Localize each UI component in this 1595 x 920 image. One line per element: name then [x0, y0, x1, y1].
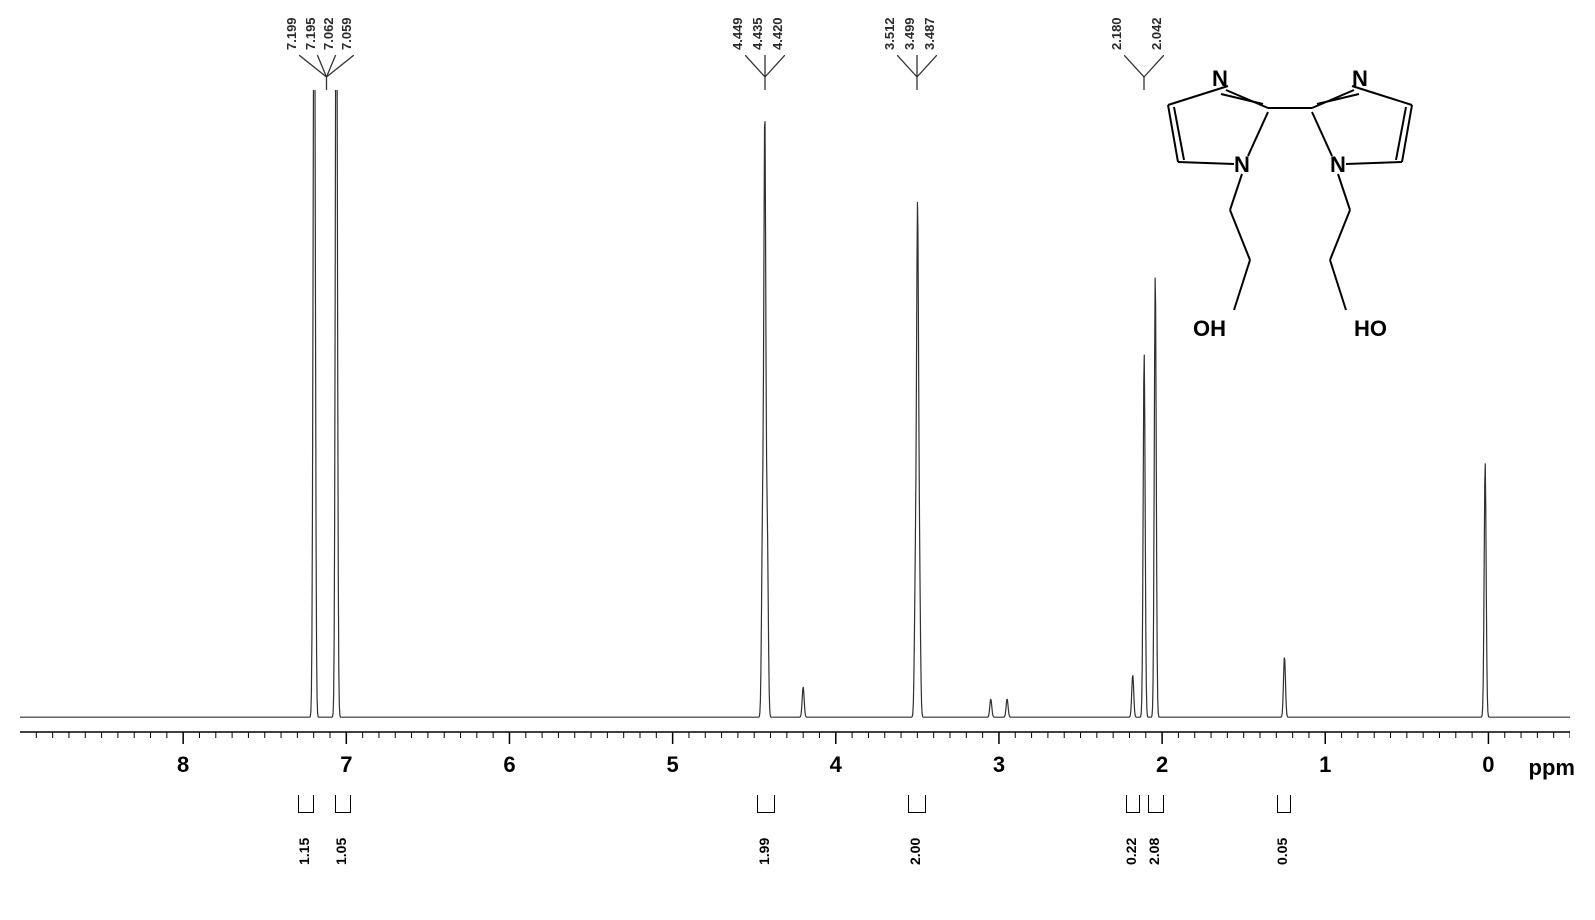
- axis-tick-label: 4: [830, 752, 842, 778]
- atom-label: N: [1330, 152, 1346, 177]
- integral-value: 0.05: [1274, 838, 1290, 865]
- integral-bracket-icon: [298, 795, 314, 813]
- peak-ppm-value: 7.199: [284, 17, 299, 50]
- axis-ticks: [20, 730, 1570, 750]
- peak-ppm-value: 3.499: [902, 17, 917, 50]
- integral-label: 1.15: [298, 800, 314, 920]
- atom-label: HO: [1354, 316, 1387, 341]
- integral-bracket-icon: [757, 795, 775, 813]
- peak-ppm-value: 7.059: [339, 17, 354, 50]
- integral-label: 0.22: [1126, 800, 1140, 920]
- peak-tree-icon: [745, 55, 785, 90]
- axis-tick-label: 5: [667, 752, 679, 778]
- axis-tick-label: 8: [177, 752, 189, 778]
- integral-value: 2.08: [1146, 838, 1162, 865]
- peak-tree-icon: [1124, 55, 1164, 90]
- axis-tick-label: 7: [340, 752, 352, 778]
- peak-ppm-value: 3.487: [922, 17, 937, 50]
- axis-tick-label: 2: [1156, 752, 1168, 778]
- integral-value: 2.00: [907, 838, 923, 865]
- atom-label: N: [1212, 66, 1228, 91]
- integral-value: 0.22: [1123, 838, 1139, 865]
- peak-label-cluster: 3.5123.4993.487: [897, 0, 937, 90]
- integral-label: 1.05: [335, 800, 351, 920]
- peak-label-cluster: 4.4494.4354.420: [745, 0, 785, 90]
- integral-label: 1.99: [757, 800, 775, 920]
- peak-ppm-value: 4.420: [770, 17, 785, 50]
- integral-bracket-icon: [335, 795, 351, 813]
- peak-label-cluster: 7.1997.1957.0627.059: [299, 0, 354, 90]
- atom-label: OH: [1193, 316, 1226, 341]
- integral-label: 2.00: [908, 800, 926, 920]
- peak-ppm-value: 2.042: [1149, 17, 1164, 50]
- integral-label: 2.08: [1148, 800, 1164, 920]
- atom-label: N: [1234, 152, 1250, 177]
- integral-bracket-icon: [1126, 795, 1140, 813]
- x-axis: ppm 876543210: [20, 730, 1570, 790]
- peak-ppm-value: 7.195: [303, 17, 318, 50]
- peak-tree-icon: [299, 55, 354, 90]
- molecule-structure: N N N N OH HO: [1120, 50, 1460, 360]
- peak-tree-icon: [897, 55, 937, 90]
- integral-value: 1.99: [756, 838, 772, 865]
- peak-ppm-value: 4.449: [730, 17, 745, 50]
- integral-bracket-icon: [1148, 795, 1164, 813]
- axis-tick-label: 3: [993, 752, 1005, 778]
- integral-label: 0.05: [1277, 800, 1291, 920]
- integral-value: 1.15: [296, 838, 312, 865]
- integral-bracket-icon: [908, 795, 926, 813]
- integral-value: 1.05: [333, 838, 349, 865]
- atom-label: N: [1352, 66, 1368, 91]
- integral-bracket-icon: [1277, 795, 1291, 813]
- peak-label-cluster: 2.1802.042: [1124, 0, 1164, 90]
- peak-ppm-value: 3.512: [882, 17, 897, 50]
- peak-ppm-value: 7.062: [321, 17, 336, 50]
- axis-tick-label: 0: [1482, 752, 1494, 778]
- peak-ppm-value: 2.180: [1109, 17, 1124, 50]
- axis-tick-label: 1: [1319, 752, 1331, 778]
- axis-unit-label: ppm: [1529, 755, 1575, 781]
- axis-tick-label: 6: [503, 752, 515, 778]
- peak-ppm-value: 4.435: [750, 17, 765, 50]
